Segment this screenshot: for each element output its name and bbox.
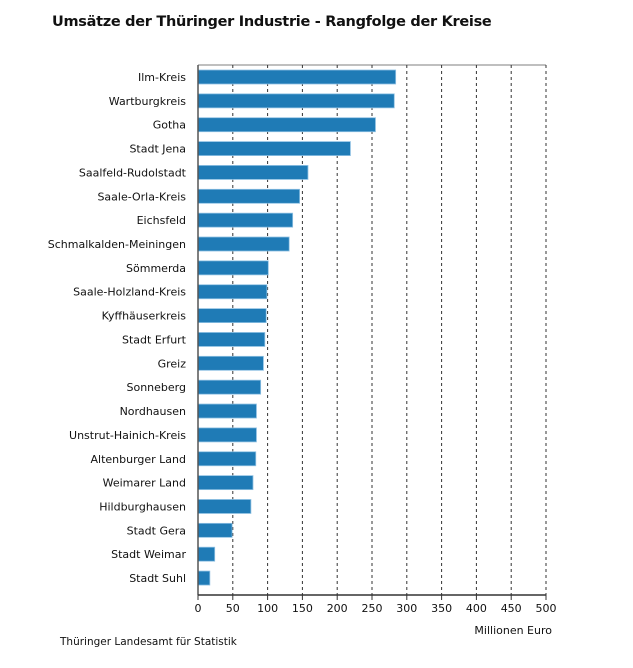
bar (197, 260, 269, 276)
category-label: Stadt Jena (129, 143, 186, 156)
bar (197, 475, 254, 491)
category-label: Stadt Weimar (111, 548, 186, 561)
x-tick-label: 150 (292, 602, 313, 615)
bar (197, 570, 211, 586)
x-tick-label: 450 (501, 602, 522, 615)
bar (197, 332, 266, 347)
bar (197, 284, 268, 300)
category-label: Sonneberg (127, 381, 187, 394)
x-tick-label: 250 (362, 602, 383, 615)
bar (197, 93, 395, 109)
category-label: Stadt Erfurt (122, 333, 187, 346)
x-axis-label: Millionen Euro (474, 624, 552, 637)
x-tick-label: 350 (431, 602, 452, 615)
bar (197, 308, 267, 324)
category-label: Kyffhäuserkreis (102, 310, 187, 323)
bar (197, 355, 264, 371)
x-tick-label: 500 (536, 602, 557, 615)
bar (197, 69, 397, 85)
category-label: Weimarer Land (103, 477, 186, 490)
category-label: Sömmerda (126, 262, 186, 275)
bar (197, 451, 257, 467)
x-tick-label: 400 (466, 602, 487, 615)
category-label: Saale-Orla-Kreis (97, 190, 186, 203)
category-label: Stadt Suhl (129, 572, 186, 585)
bar (197, 403, 257, 419)
category-label: Altenburger Land (90, 453, 186, 466)
bar (197, 141, 351, 156)
chart-title: Umsätze der Thüringer Industrie - Rangfo… (52, 14, 492, 30)
x-tick-label: 50 (226, 602, 240, 615)
category-label: Ilm-Kreis (138, 71, 186, 84)
x-tick-label: 200 (327, 602, 348, 615)
category-label: Saalfeld-Rudolstadt (79, 166, 187, 179)
bar (197, 379, 262, 395)
x-tick-label: 300 (396, 602, 417, 615)
bar (197, 236, 290, 252)
category-label: Gotha (153, 119, 186, 132)
bar (197, 427, 257, 443)
category-label: Schmalkalden-Meiningen (48, 238, 186, 251)
category-label: Greiz (158, 357, 187, 370)
category-label: Hildburghausen (99, 500, 186, 513)
source-note: Thüringer Landesamt für Statistik (60, 636, 237, 648)
category-label: Unstrut-Hainich-Kreis (69, 429, 186, 442)
category-label: Eichsfeld (137, 214, 186, 227)
x-tick-label: 100 (257, 602, 278, 615)
x-tick-label: 0 (195, 602, 202, 615)
category-label: Nordhausen (120, 405, 186, 418)
bar (197, 165, 309, 180)
category-label: Wartburgkreis (109, 95, 186, 108)
bar (197, 188, 301, 204)
bar (197, 546, 216, 562)
category-label: Saale-Holzland-Kreis (73, 286, 186, 299)
category-label: Stadt Gera (127, 524, 186, 537)
bar (197, 212, 294, 228)
bar (197, 499, 252, 514)
bar (197, 522, 233, 538)
bar (197, 117, 376, 133)
